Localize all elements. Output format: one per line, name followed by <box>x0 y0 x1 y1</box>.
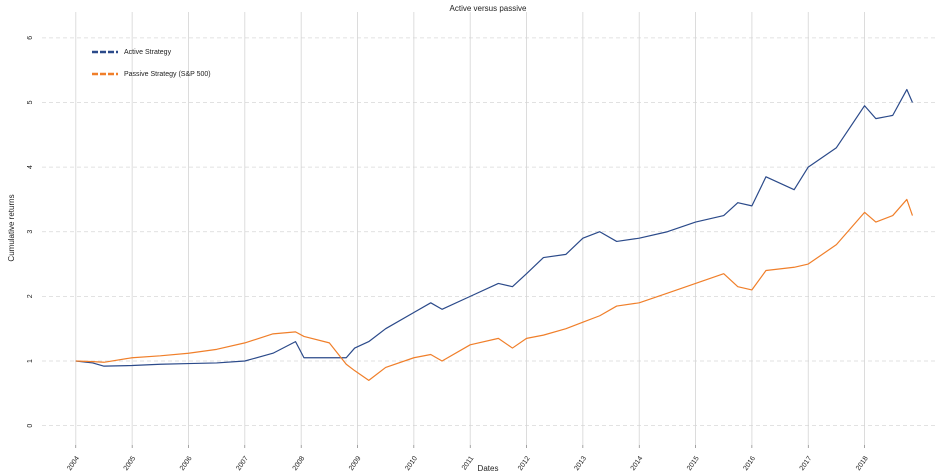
series-line <box>75 198 914 381</box>
x-tick-label: 2011 <box>461 455 475 471</box>
x-axis-label: Dates <box>478 464 499 473</box>
x-tick-label: 2013 <box>573 455 588 472</box>
x-tick-label: 2018 <box>855 455 870 472</box>
legend-label: Passive Strategy (S&P 500) <box>124 71 211 78</box>
y-axis-label: Cumulative returns <box>7 194 16 261</box>
x-tick-label: 2016 <box>742 455 757 472</box>
x-tick-label: 2012 <box>517 455 532 472</box>
y-tick-label: 3 <box>27 230 34 234</box>
x-tick-label: 2017 <box>799 455 814 472</box>
y-tick-label: 0 <box>27 424 34 428</box>
x-tick-label: 2005 <box>123 455 138 472</box>
x-tick-label: 2004 <box>66 455 81 472</box>
x-tick-label: 2015 <box>686 455 701 472</box>
x-tick-label: 2009 <box>348 455 363 472</box>
x-tick-label: 2006 <box>179 455 194 472</box>
y-tick-label: 2 <box>27 294 34 298</box>
x-tick-label: 2014 <box>630 455 645 472</box>
chart-title: Active versus passive <box>450 4 527 13</box>
y-tick-label: 5 <box>27 100 34 104</box>
series-line <box>75 88 914 367</box>
x-tick-label: 2010 <box>404 455 419 472</box>
y-tick-label: 6 <box>27 36 34 40</box>
y-tick-label: 1 <box>27 359 34 363</box>
x-tick-label: 2007 <box>235 455 250 472</box>
y-tick-label: 4 <box>27 165 34 169</box>
x-tick-label: 2008 <box>292 455 307 472</box>
legend-label: Active Strategy <box>124 49 172 56</box>
